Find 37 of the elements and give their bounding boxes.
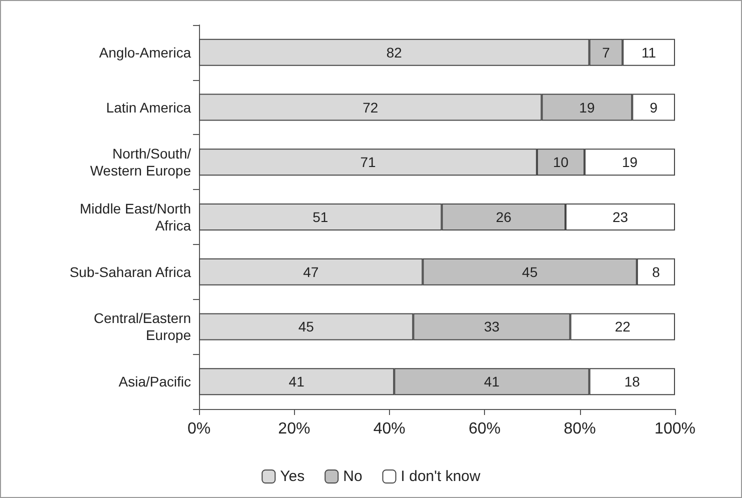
data-label: 72: [362, 99, 378, 116]
data-label: 45: [298, 318, 314, 335]
data-label: 11: [642, 44, 656, 60]
y-tick-label: Latin America: [106, 99, 192, 116]
data-label: 8: [652, 264, 660, 280]
y-tick-label: Sub-Saharan Africa: [70, 264, 192, 280]
data-label: 19: [622, 154, 638, 170]
data-label: 45: [522, 264, 538, 280]
x-tick-label: 0%: [187, 420, 211, 438]
data-label: 47: [303, 264, 319, 280]
data-label: 23: [612, 209, 628, 225]
data-label: 26: [496, 209, 512, 225]
data-label: 71: [360, 154, 376, 170]
x-tick-label: 40%: [373, 420, 406, 438]
data-label: 41: [484, 374, 500, 390]
data-label: 22: [614, 318, 631, 335]
legend-label: I don't know: [400, 468, 481, 485]
data-label: 51: [312, 209, 328, 225]
x-tick-label: 80%: [564, 420, 596, 438]
data-label: 7: [602, 44, 610, 60]
legend-label: No: [343, 468, 362, 485]
y-tick-label: Anglo-America: [99, 44, 192, 60]
data-label: 82: [386, 44, 402, 60]
legend-label: Yes: [280, 468, 305, 485]
x-tick-label: 20%: [278, 420, 310, 438]
x-tick-label: 60%: [468, 420, 501, 438]
y-tick-label: Middle East/North Africa: [80, 200, 192, 234]
data-label: 19: [579, 99, 595, 116]
data-label: 33: [484, 318, 500, 335]
x-tick-label: 100%: [654, 420, 696, 438]
data-label: 41: [288, 374, 305, 390]
y-tick-label: Central/Eastern Europe: [94, 310, 192, 344]
y-tick-label: North/South/ Western Europe: [90, 146, 192, 179]
data-label: 18: [624, 374, 640, 390]
y-tick-label: Asia/Pacific: [118, 374, 191, 390]
data-label: 10: [552, 154, 569, 170]
data-label: 9: [650, 99, 658, 116]
